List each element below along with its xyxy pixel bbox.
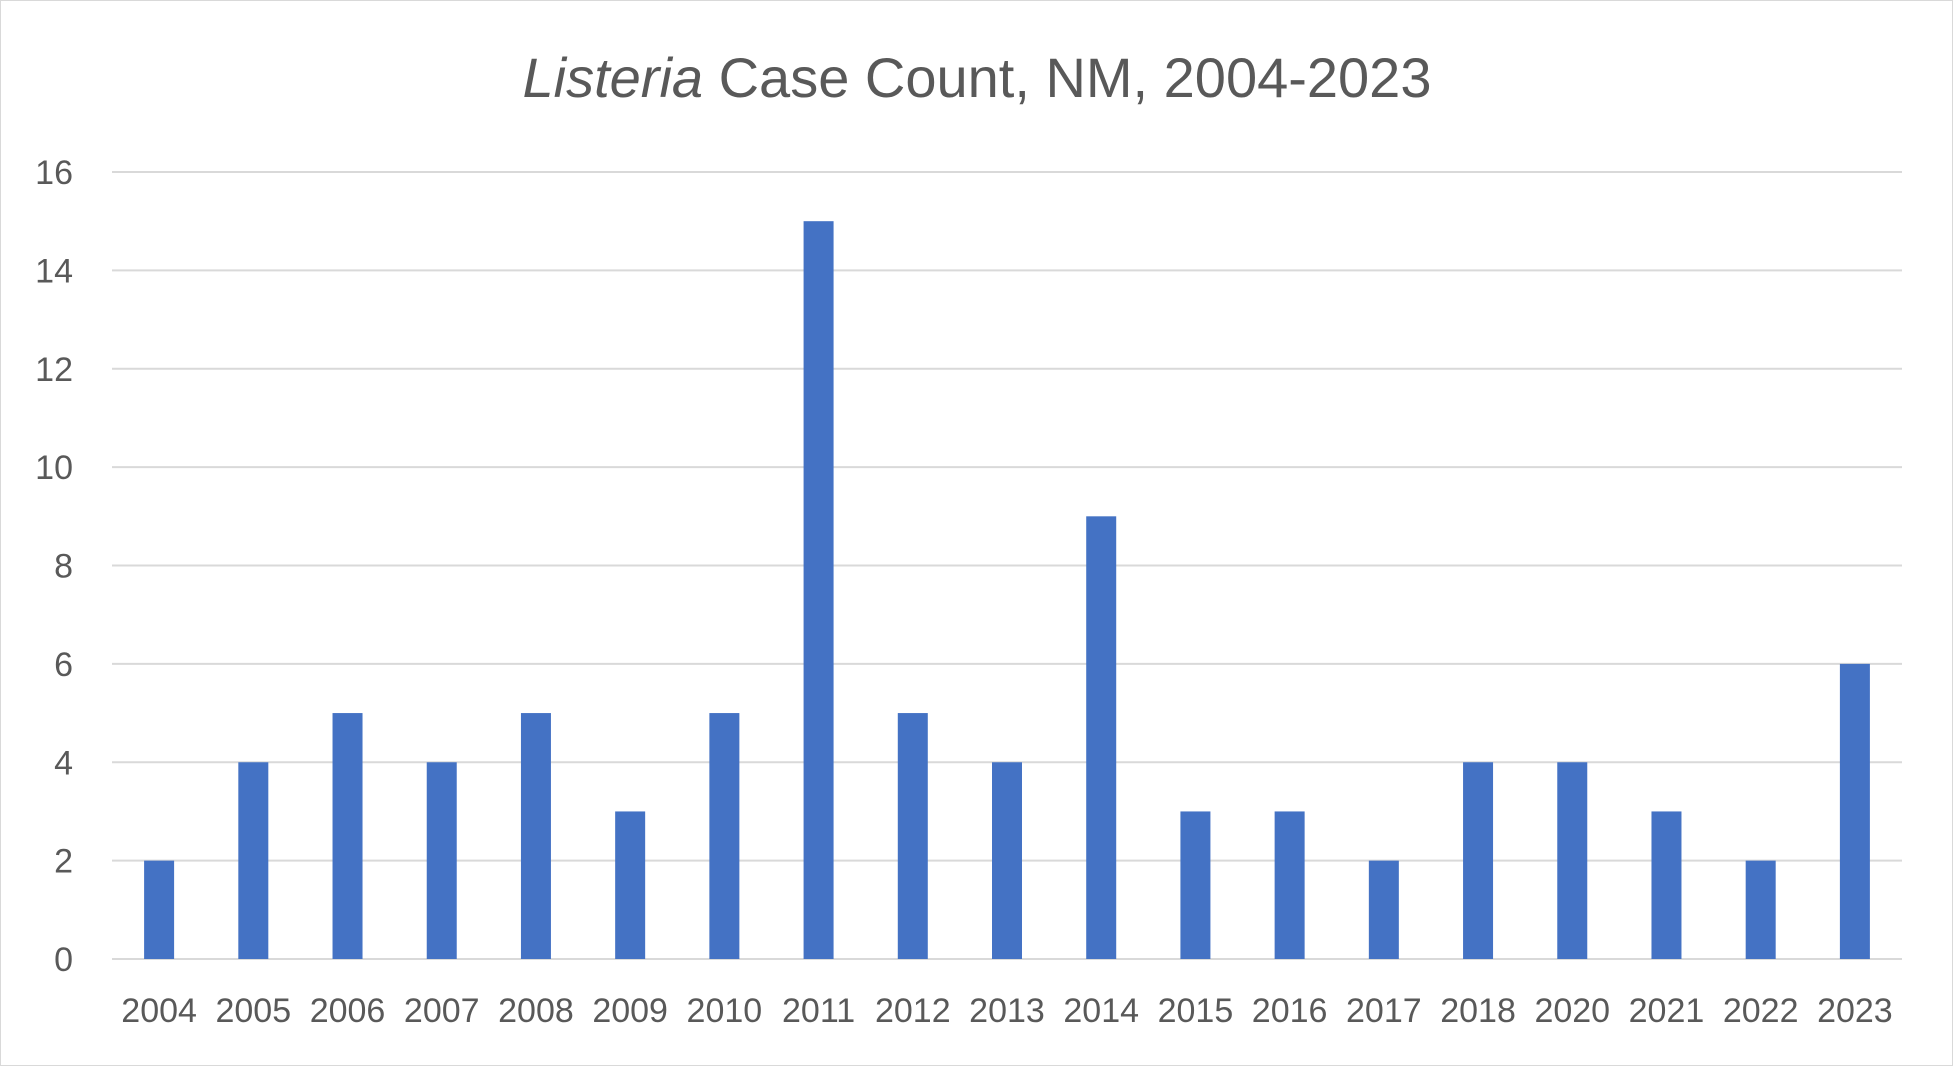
bar-2014 [1086,516,1117,959]
bar-2009 [615,811,646,959]
x-tick-label: 2013 [969,992,1045,1030]
x-tick-label: 2016 [1252,992,1328,1030]
bar-2017 [1368,860,1399,959]
x-tick-label: 2022 [1723,992,1799,1030]
bar-2008 [520,713,551,959]
x-tick-label: 2006 [310,992,386,1030]
bar-2011 [803,221,834,959]
x-tick-label: 2020 [1534,992,1610,1030]
bar-2005 [238,762,269,959]
bar-2007 [426,762,457,959]
x-tick-label: 2023 [1817,992,1893,1030]
x-tick-label: 2009 [592,992,668,1030]
bars [144,221,1870,959]
y-axis: 0 2 4 6 8 10 12 14 16 [35,154,73,979]
x-tick-label: 2011 [782,992,855,1030]
bar-2004 [144,860,175,959]
y-tick-label: 4 [54,744,73,782]
y-tick-label: 12 [35,351,73,389]
x-tick-label: 2018 [1440,992,1516,1030]
y-tick-label: 6 [54,646,73,684]
x-axis: 2004 2005 2006 2007 2008 2009 2010 2011 2012 2013… [121,992,1892,1030]
x-tick-label: 2017 [1346,992,1422,1030]
chart-title: Listeria Case Count, NM, 2004-2023 [523,46,1432,109]
x-tick-label: 2004 [121,992,197,1030]
y-tick-label: 8 [54,548,73,586]
chart-title-rest: Case Count, NM, 2004-2023 [703,46,1431,109]
y-tick-label: 14 [35,252,73,290]
x-tick-label: 2007 [404,992,480,1030]
y-tick-label: 10 [35,449,73,487]
y-tick-label: 16 [35,154,73,192]
bar-2022 [1745,860,1776,959]
x-tick-label: 2015 [1158,992,1234,1030]
x-tick-label: 2008 [498,992,574,1030]
chart-title-italic: Listeria [523,46,704,109]
bar-2020 [1557,762,1588,959]
x-tick-label: 2005 [215,992,291,1030]
bar-2013 [992,762,1022,959]
bar-2010 [709,713,740,959]
bar-2018 [1463,762,1494,959]
bar-2016 [1274,811,1305,959]
bar-2021 [1651,811,1682,959]
x-tick-label: 2010 [687,992,763,1030]
bar-2015 [1180,811,1211,959]
x-tick-label: 2014 [1063,992,1139,1030]
y-tick-label: 2 [54,843,73,881]
bar-2012 [897,713,928,959]
x-tick-label: 2021 [1629,992,1705,1030]
gridlines [112,171,1902,960]
x-tick-label: 2012 [875,992,951,1030]
bar-2023 [1839,663,1870,959]
y-tick-label: 0 [54,941,73,979]
bar-2006 [332,713,363,959]
